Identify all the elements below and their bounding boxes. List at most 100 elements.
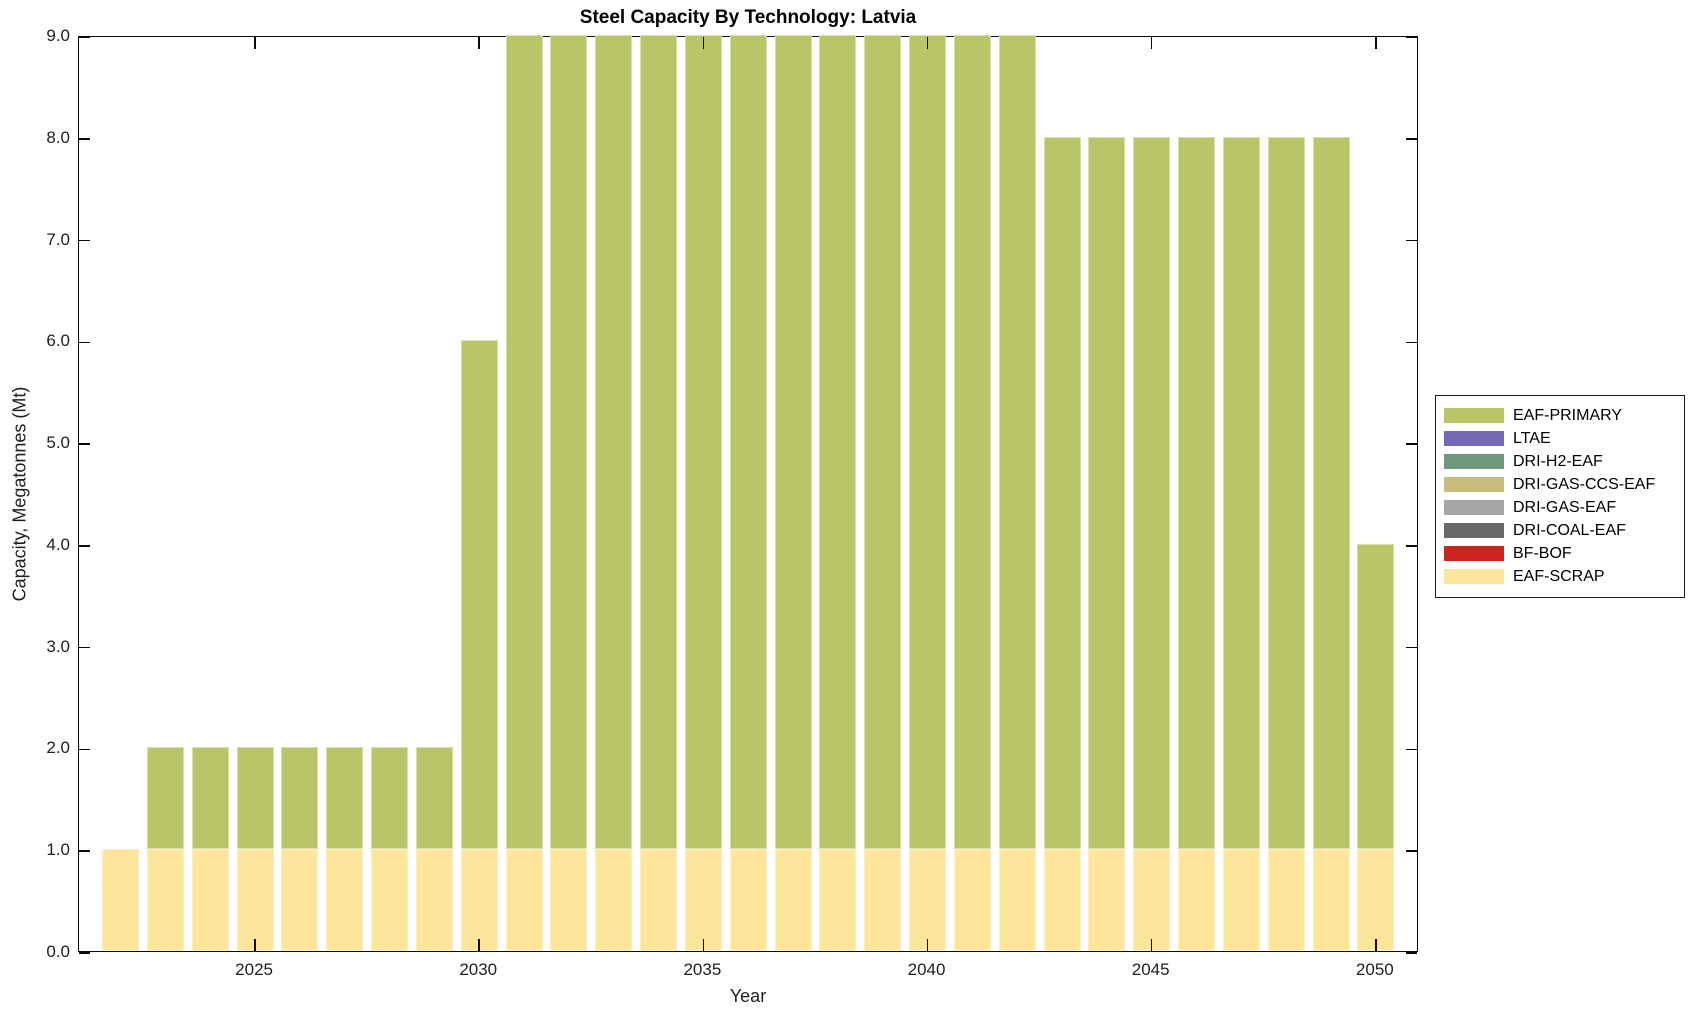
bar-segment-eaf-scrap-2036 xyxy=(729,849,767,951)
y-tick-9.0 xyxy=(79,36,90,38)
bar-segment-eaf-primary-2031 xyxy=(505,35,543,850)
bar-segment-eaf-primary-2036 xyxy=(729,35,767,850)
legend-swatch-dri-gas-eaf xyxy=(1444,500,1504,515)
legend-swatch-dri-h2-eaf xyxy=(1444,454,1504,469)
y-tick-7.0 xyxy=(79,239,90,242)
bar-segment-eaf-primary-2040 xyxy=(909,35,947,850)
bar-segment-eaf-scrap-2041 xyxy=(953,849,991,951)
bar-segment-eaf-primary-2050 xyxy=(1357,543,1395,850)
bar-segment-eaf-primary-2024 xyxy=(191,747,229,850)
x-tick-2025 xyxy=(254,939,256,951)
legend: EAF-PRIMARY LTAE DRI-H2-EAF DRI-GAS-CCS-EAF… xyxy=(1435,395,1685,598)
x-tick-top-2040 xyxy=(926,37,929,49)
y-tick-right-6.0 xyxy=(1406,341,1417,344)
bar-segment-eaf-primary-2045 xyxy=(1133,136,1171,850)
x-tick-top-2050 xyxy=(1375,37,1377,49)
bar-segment-eaf-scrap-2035 xyxy=(684,849,722,951)
legend-item-ltae: LTAE xyxy=(1444,427,1684,450)
y-tick-right-8.0 xyxy=(1406,138,1417,140)
bar-segment-eaf-primary-2048 xyxy=(1267,136,1305,850)
plot-area xyxy=(78,35,1418,954)
y-tick-5.0 xyxy=(79,443,90,445)
bar-segment-eaf-scrap-2047 xyxy=(1222,849,1260,951)
bar-segment-eaf-scrap-2027 xyxy=(326,849,364,951)
y-axis-label: Capacity, Megatonnes (Mt) xyxy=(9,386,30,602)
x-tick-top-2045 xyxy=(1150,37,1153,49)
y-tick-4.0 xyxy=(79,545,90,547)
legend-label: DRI-COAL-EAF xyxy=(1513,521,1626,539)
bar-segment-eaf-scrap-2050 xyxy=(1357,849,1395,951)
bar-segment-eaf-scrap-2025 xyxy=(236,849,274,951)
bar-segment-eaf-scrap-2022 xyxy=(102,849,140,951)
y-tick-label-5.0: 5.0 xyxy=(46,433,70,453)
x-tick-2030 xyxy=(478,939,480,951)
bar-segment-eaf-scrap-2037 xyxy=(774,849,812,951)
bar-segment-eaf-primary-2043 xyxy=(1043,136,1081,850)
x-tick-label-2050: 2050 xyxy=(1355,960,1394,979)
bar-segment-eaf-scrap-2028 xyxy=(371,849,409,951)
legend-item-eaf-scrap: EAF-SCRAP xyxy=(1444,565,1684,588)
x-tick-2045 xyxy=(1150,939,1153,951)
y-tick-label-8.0: 8.0 xyxy=(46,127,70,147)
y-tick-label-7.0: 7.0 xyxy=(46,229,70,249)
legend-label: DRI-GAS-CCS-EAF xyxy=(1513,475,1656,493)
x-tick-2040 xyxy=(926,939,929,951)
bar-segment-eaf-scrap-2046 xyxy=(1178,849,1216,951)
bar-segment-eaf-primary-2028 xyxy=(371,747,409,850)
bar-segment-eaf-primary-2038 xyxy=(819,35,857,850)
y-tick-3.0 xyxy=(79,646,90,649)
legend-swatch-eaf-scrap xyxy=(1444,569,1504,584)
bar-segment-eaf-primary-2032 xyxy=(550,35,588,850)
bar-segment-eaf-primary-2034 xyxy=(640,35,678,850)
y-tick-right-2.0 xyxy=(1406,748,1417,751)
bar-segment-eaf-scrap-2026 xyxy=(281,849,319,951)
legend-label: EAF-SCRAP xyxy=(1513,567,1605,585)
bar-segment-eaf-scrap-2030 xyxy=(460,849,498,951)
x-tick-2050 xyxy=(1375,939,1377,951)
bar-segment-eaf-primary-2037 xyxy=(774,35,812,850)
bar-segment-eaf-scrap-2048 xyxy=(1267,849,1305,951)
bar-segment-eaf-primary-2035 xyxy=(684,35,722,850)
bar-segment-eaf-primary-2041 xyxy=(953,35,991,850)
y-tick-6.0 xyxy=(79,341,90,344)
legend-swatch-eaf-primary xyxy=(1444,408,1504,423)
legend-item-dri-coal-eaf: DRI-COAL-EAF xyxy=(1444,519,1684,542)
legend-label: LTAE xyxy=(1513,429,1551,447)
bar-segment-eaf-scrap-2034 xyxy=(640,849,678,951)
bar-segment-eaf-scrap-2024 xyxy=(191,849,229,951)
legend-item-bf-bof: BF-BOF xyxy=(1444,542,1684,565)
y-tick-label-3.0: 3.0 xyxy=(46,636,70,656)
bar-segment-eaf-primary-2042 xyxy=(998,35,1036,850)
x-tick-label-2045: 2045 xyxy=(1131,960,1170,979)
bar-segment-eaf-primary-2049 xyxy=(1312,136,1350,850)
bar-segment-eaf-primary-2033 xyxy=(595,35,633,850)
y-tick-right-4.0 xyxy=(1406,545,1417,547)
legend-item-dri-gas-eaf: DRI-GAS-EAF xyxy=(1444,496,1684,519)
x-tick-label-2030: 2030 xyxy=(459,960,498,979)
bar-segment-eaf-scrap-2039 xyxy=(864,849,902,951)
y-tick-right-3.0 xyxy=(1406,646,1417,649)
bar-segment-eaf-scrap-2031 xyxy=(505,849,543,951)
legend-item-dri-h2-eaf: DRI-H2-EAF xyxy=(1444,450,1684,473)
x-tick-label-2040: 2040 xyxy=(907,960,946,979)
legend-swatch-dri-gas-ccs-eaf xyxy=(1444,477,1504,492)
legend-item-eaf-primary: EAF-PRIMARY xyxy=(1444,404,1684,427)
y-tick-2.0 xyxy=(79,748,90,751)
x-tick-label-2025: 2025 xyxy=(235,960,273,979)
bar-segment-eaf-scrap-2042 xyxy=(998,849,1036,951)
bar-segment-eaf-primary-2044 xyxy=(1088,136,1126,850)
legend-label: EAF-PRIMARY xyxy=(1513,406,1623,424)
y-tick-0.0 xyxy=(79,952,90,954)
bar-segment-eaf-primary-2030 xyxy=(460,340,498,850)
x-tick-label-2035: 2035 xyxy=(683,960,722,979)
bar-segment-eaf-scrap-2049 xyxy=(1312,849,1350,951)
bar-segment-eaf-primary-2023 xyxy=(146,747,184,850)
y-tick-label-9.0: 9.0 xyxy=(46,26,70,45)
bar-segment-eaf-primary-2029 xyxy=(415,747,453,850)
y-tick-right-9.0 xyxy=(1406,36,1417,38)
bar-segment-eaf-scrap-2043 xyxy=(1043,849,1081,951)
x-tick-2035 xyxy=(702,939,705,951)
legend-swatch-ltae xyxy=(1444,431,1504,446)
y-tick-right-7.0 xyxy=(1406,239,1417,242)
y-tick-right-1.0 xyxy=(1406,850,1417,852)
